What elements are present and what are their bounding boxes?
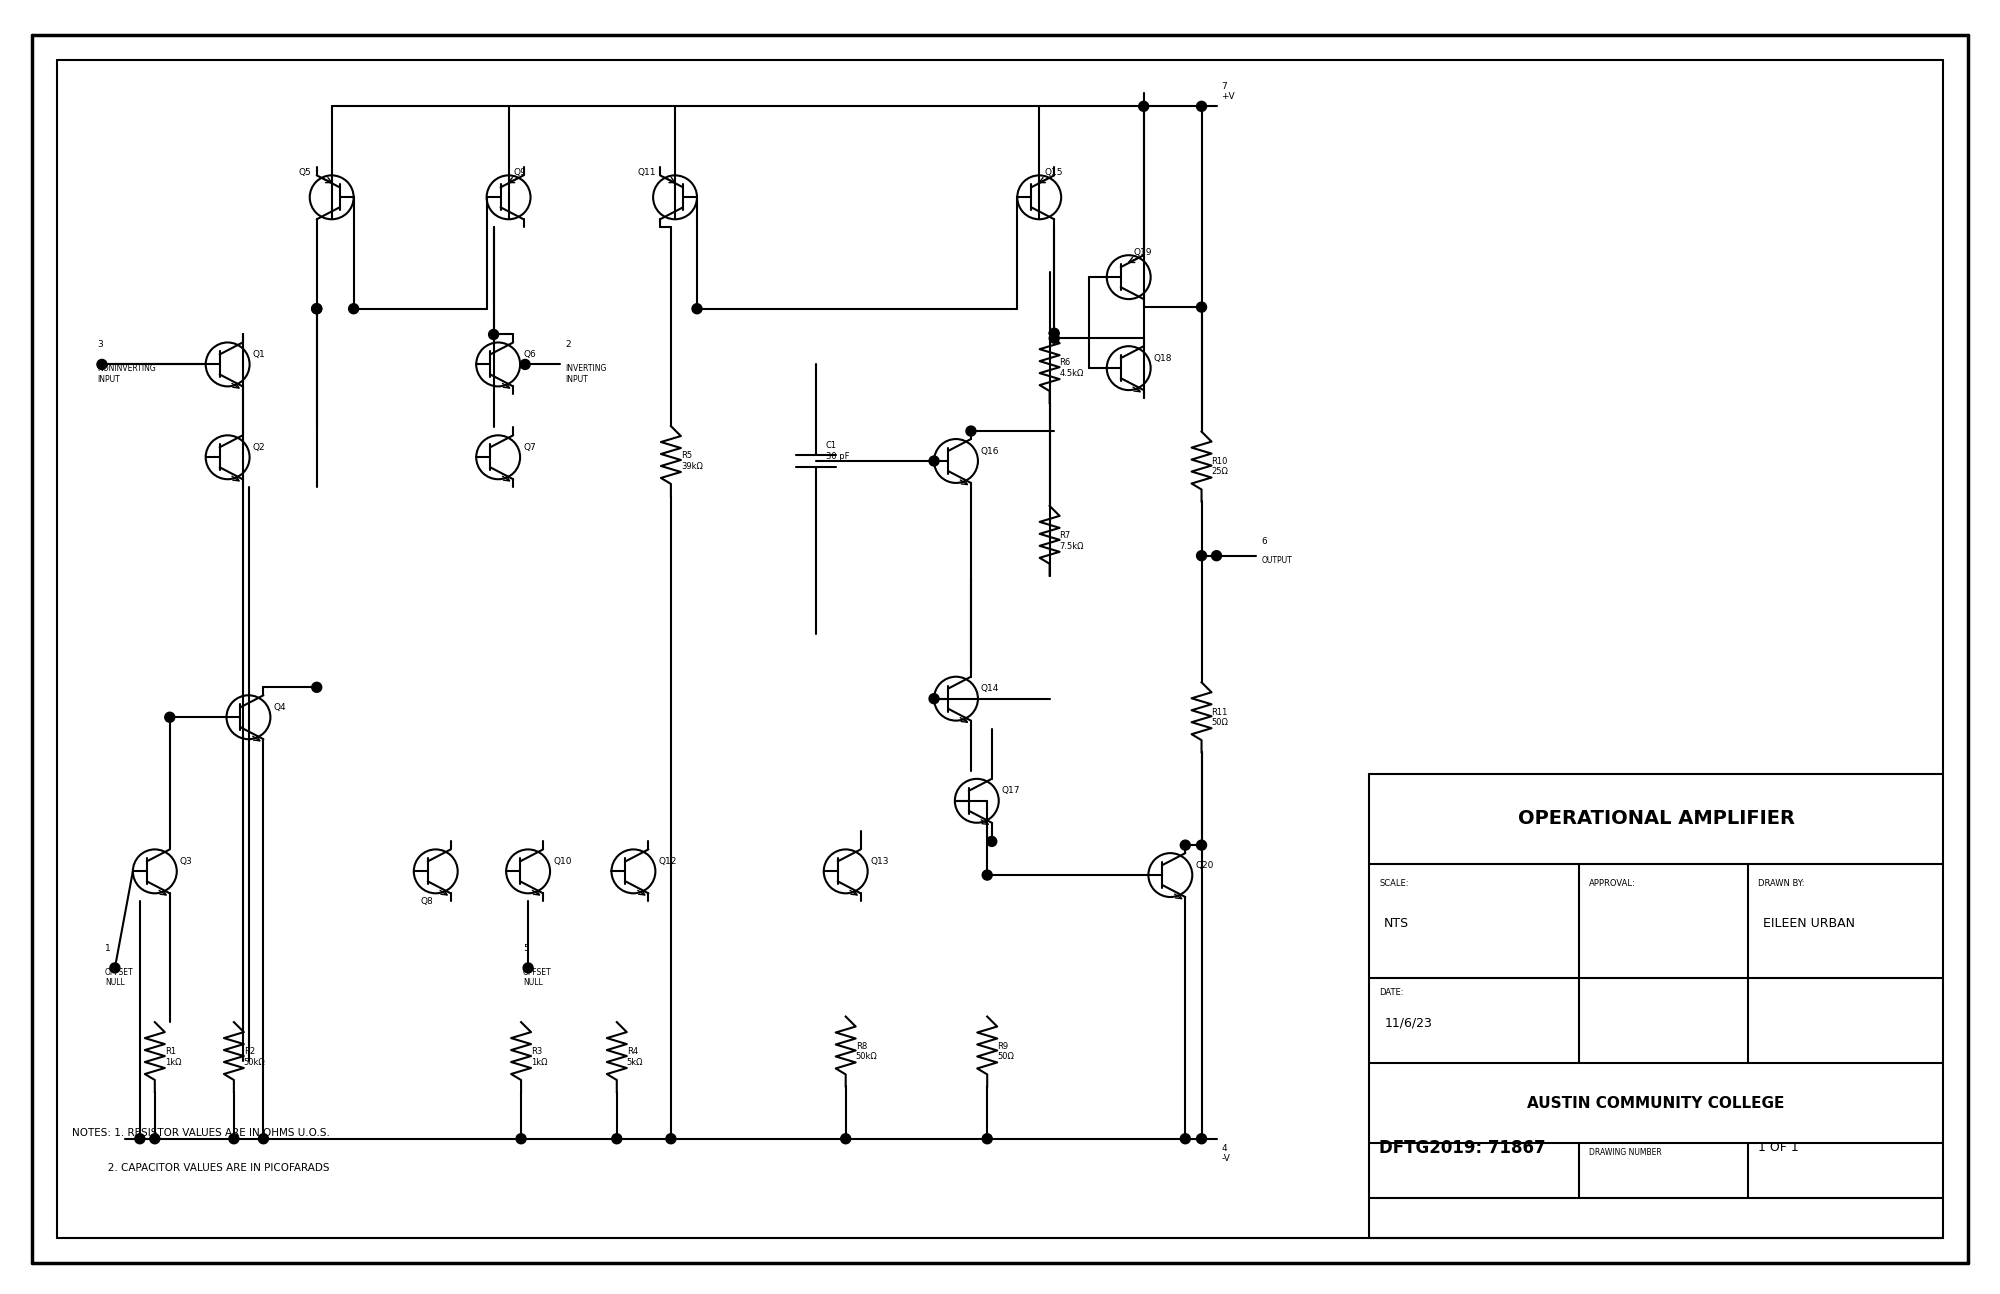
Text: R5
39kΩ: R5 39kΩ <box>680 452 702 471</box>
Circle shape <box>1050 329 1060 338</box>
Text: Q12: Q12 <box>658 857 676 866</box>
Circle shape <box>966 426 976 436</box>
Text: R3
1kΩ: R3 1kΩ <box>532 1047 548 1066</box>
Text: R11
50Ω: R11 50Ω <box>1212 708 1228 727</box>
Text: C1
30 pF: C1 30 pF <box>826 441 850 461</box>
Text: 11/6/23: 11/6/23 <box>1384 1017 1432 1030</box>
Text: OPERATIONAL AMPLIFIER: OPERATIONAL AMPLIFIER <box>1518 809 1794 828</box>
Circle shape <box>150 1134 160 1144</box>
Text: Q17: Q17 <box>1002 787 1020 796</box>
Text: OFFSET
NULL: OFFSET NULL <box>524 968 552 987</box>
Text: R6
4.5kΩ: R6 4.5kΩ <box>1060 358 1084 378</box>
Text: OUTPUT: OUTPUT <box>1262 555 1292 564</box>
Circle shape <box>1180 840 1190 850</box>
Text: R2
50kΩ: R2 50kΩ <box>244 1047 266 1066</box>
Circle shape <box>110 963 120 973</box>
Text: NTS: NTS <box>1384 917 1410 930</box>
Circle shape <box>520 360 530 369</box>
Circle shape <box>488 330 498 339</box>
Circle shape <box>612 1134 622 1144</box>
Circle shape <box>1196 840 1206 850</box>
Text: Q18: Q18 <box>1154 353 1172 362</box>
Circle shape <box>1196 551 1206 560</box>
Text: DATE:: DATE: <box>1380 989 1404 998</box>
Circle shape <box>1212 551 1222 560</box>
Circle shape <box>164 712 174 722</box>
Circle shape <box>96 360 106 369</box>
Circle shape <box>1196 302 1206 312</box>
Circle shape <box>1050 334 1060 343</box>
Text: Q5: Q5 <box>298 168 312 177</box>
Text: AUSTIN COMMUNITY COLLEGE: AUSTIN COMMUNITY COLLEGE <box>1528 1096 1784 1110</box>
Text: R1
1kΩ: R1 1kΩ <box>164 1047 182 1066</box>
Circle shape <box>228 1134 238 1144</box>
Text: Q9: Q9 <box>514 168 526 177</box>
Circle shape <box>986 836 996 846</box>
Text: 4
-V: 4 -V <box>1222 1144 1230 1163</box>
Circle shape <box>1196 1134 1206 1144</box>
Text: 3: 3 <box>96 340 102 349</box>
Text: Q4: Q4 <box>274 703 286 712</box>
Text: Q2: Q2 <box>252 443 266 452</box>
Text: 5: 5 <box>524 943 528 952</box>
Text: Q11: Q11 <box>638 168 656 177</box>
Circle shape <box>312 304 322 313</box>
Text: Q14: Q14 <box>980 685 1000 694</box>
Text: 7
+V: 7 +V <box>1222 82 1236 101</box>
Text: SCALE:: SCALE: <box>1380 879 1408 888</box>
Text: Q6: Q6 <box>524 349 536 358</box>
Circle shape <box>312 304 322 313</box>
Text: R7
7.5kΩ: R7 7.5kΩ <box>1060 531 1084 550</box>
Text: Q1: Q1 <box>252 349 266 358</box>
Text: R4
5kΩ: R4 5kΩ <box>626 1047 644 1066</box>
Circle shape <box>1196 101 1206 111</box>
Text: R10
25Ω: R10 25Ω <box>1212 457 1228 476</box>
Circle shape <box>516 1134 526 1144</box>
Circle shape <box>840 1134 850 1144</box>
Text: Q16: Q16 <box>980 446 1000 455</box>
Text: R9
50Ω: R9 50Ω <box>998 1042 1014 1061</box>
Text: Q3: Q3 <box>180 857 192 866</box>
Circle shape <box>666 1134 676 1144</box>
Text: Q19: Q19 <box>1134 247 1152 256</box>
Circle shape <box>134 1134 144 1144</box>
Circle shape <box>1180 1134 1190 1144</box>
Text: Q8: Q8 <box>420 897 434 906</box>
Text: NOTES: 1. RESISTOR VALUES ARE IN OHMS U.O.S.: NOTES: 1. RESISTOR VALUES ARE IN OHMS U.… <box>72 1128 330 1137</box>
Circle shape <box>982 870 992 880</box>
Circle shape <box>930 455 940 466</box>
Text: 6: 6 <box>1262 537 1268 546</box>
Text: OFFSET
NULL: OFFSET NULL <box>104 968 134 987</box>
Circle shape <box>692 304 702 313</box>
Text: Q13: Q13 <box>870 857 890 866</box>
Text: 1: 1 <box>104 943 110 952</box>
Text: EILEEN URBAN: EILEEN URBAN <box>1764 917 1856 930</box>
Text: 1 OF 1: 1 OF 1 <box>1758 1141 1800 1154</box>
Circle shape <box>348 304 358 313</box>
Text: Q20: Q20 <box>1196 861 1214 870</box>
Text: 2: 2 <box>566 340 570 349</box>
Circle shape <box>524 963 534 973</box>
Circle shape <box>312 682 322 692</box>
Circle shape <box>982 1134 992 1144</box>
Circle shape <box>1138 101 1148 111</box>
Circle shape <box>258 1134 268 1144</box>
Text: NONINVERTING
INPUT: NONINVERTING INPUT <box>96 365 156 384</box>
Text: APPROVAL:: APPROVAL: <box>1588 879 1636 888</box>
Text: DRAWING NUMBER: DRAWING NUMBER <box>1588 1148 1662 1157</box>
Text: Q7: Q7 <box>524 443 536 452</box>
Text: Q15: Q15 <box>1044 168 1062 177</box>
Text: Q10: Q10 <box>554 857 572 866</box>
Text: 2. CAPACITOR VALUES ARE IN PICOFARADS: 2. CAPACITOR VALUES ARE IN PICOFARADS <box>72 1163 330 1172</box>
Text: R8
50kΩ: R8 50kΩ <box>856 1042 878 1061</box>
Circle shape <box>930 694 940 704</box>
Text: INVERTING
INPUT: INVERTING INPUT <box>566 365 606 384</box>
Text: DFTG2019: 71867: DFTG2019: 71867 <box>1380 1139 1546 1157</box>
Text: DRAWN BY:: DRAWN BY: <box>1758 879 1804 888</box>
